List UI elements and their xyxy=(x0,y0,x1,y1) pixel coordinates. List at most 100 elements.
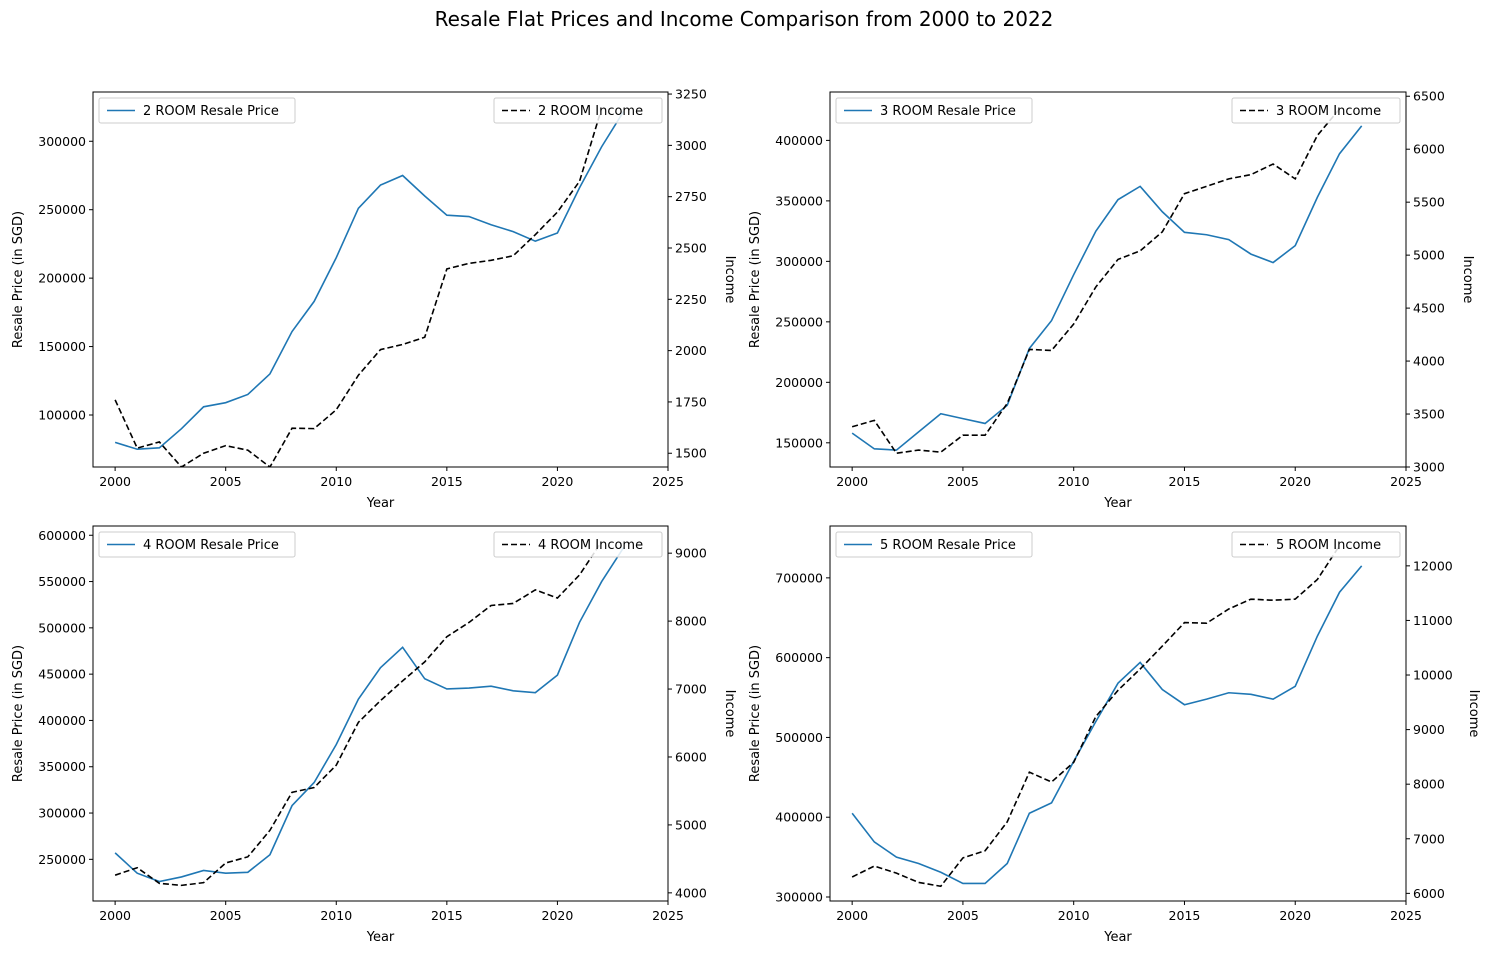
y-tick-label: 550000 xyxy=(38,574,86,589)
x-axis-label: Year xyxy=(1103,930,1132,945)
x-tick-label: 2020 xyxy=(542,474,574,489)
plot-frame xyxy=(92,91,669,468)
x-tick-label: 2010 xyxy=(1058,474,1090,489)
resale-price-line xyxy=(851,565,1363,885)
x-tick-label: 2015 xyxy=(1169,474,1201,489)
x-tick-label: 2005 xyxy=(210,908,242,923)
y-axis-label: Resale Price (in SGD) xyxy=(748,211,763,348)
y-tick-label: 400000 xyxy=(38,713,86,728)
x-tick-label: 2025 xyxy=(1390,474,1422,489)
legend-left: 5 ROOM Resale Price xyxy=(835,531,1033,558)
resale-price-line xyxy=(114,546,625,883)
y2-tick-label: 3250 xyxy=(675,87,707,102)
y-tick-label: 350000 xyxy=(38,759,86,774)
y2-tick-label: 5000 xyxy=(675,817,707,832)
subplot-2: 2000 2005 2010 2015 2020 2025 150000 200000 2500… xyxy=(748,89,1475,511)
y-tick-label: 450000 xyxy=(38,667,86,682)
y2-tick-label: 7000 xyxy=(1413,831,1445,846)
x-tick-label: 2010 xyxy=(1058,908,1090,923)
y2-tick-label: 6000 xyxy=(1413,142,1445,157)
legend-right: 3 ROOM Income xyxy=(1231,97,1401,124)
legend-income-label: 4 ROOM Income xyxy=(538,538,643,553)
y-tick-label: 700000 xyxy=(775,570,823,585)
legend-left: 4 ROOM Resale Price xyxy=(98,531,296,558)
y2-tick-label: 6000 xyxy=(675,749,707,764)
y-tick-label: 150000 xyxy=(775,435,823,450)
x-tick-label: 2005 xyxy=(947,474,979,489)
y-tick-label: 150000 xyxy=(38,339,86,354)
y-tick-label: 200000 xyxy=(775,375,823,390)
legend-box xyxy=(835,531,1033,558)
y-tick-label: 300000 xyxy=(775,254,823,269)
y-tick-label: 600000 xyxy=(38,528,86,543)
y2-axis-label: Income xyxy=(722,256,737,304)
x-tick-label: 2020 xyxy=(1279,474,1311,489)
y2-tick-label: 9000 xyxy=(675,546,707,561)
legend-left: 2 ROOM Resale Price xyxy=(98,97,296,124)
legend-income-label: 2 ROOM Income xyxy=(538,104,643,119)
x-tick-label: 2010 xyxy=(320,474,352,489)
x-tick-label: 2015 xyxy=(431,908,463,923)
legend-right: 5 ROOM Income xyxy=(1231,531,1401,558)
y2-tick-label: 7000 xyxy=(675,682,707,697)
legend-income-label: 3 ROOM Income xyxy=(1276,104,1381,119)
y2-tick-label: 4000 xyxy=(675,885,707,900)
x-tick-label: 2005 xyxy=(210,474,242,489)
x-axis-label: Year xyxy=(1103,496,1132,511)
y-tick-label: 300000 xyxy=(775,890,823,905)
y2-tick-label: 2000 xyxy=(675,343,707,358)
x-tick-label: 2020 xyxy=(1279,908,1311,923)
y-tick-label: 350000 xyxy=(775,193,823,208)
legend-income-label: 5 ROOM Income xyxy=(1276,538,1381,553)
y2-tick-label: 2250 xyxy=(675,292,707,307)
subplot-1: 2000 2005 2010 2015 2020 2025 100000 150000 2000… xyxy=(11,87,737,511)
income-line xyxy=(851,545,1341,888)
y2-tick-label: 6500 xyxy=(1413,89,1445,104)
legend-box xyxy=(493,531,663,558)
y2-tick-label: 6000 xyxy=(1413,886,1445,901)
x-tick-label: 2000 xyxy=(836,908,868,923)
figure-title: Resale Flat Prices and Income Comparison… xyxy=(435,7,1054,31)
y-axis-label: Resale Price (in SGD) xyxy=(11,645,26,782)
legend-price-label: 5 ROOM Resale Price xyxy=(880,538,1016,553)
y2-tick-label: 3000 xyxy=(1413,460,1445,475)
y2-tick-label: 3500 xyxy=(1413,407,1445,422)
y-tick-label: 600000 xyxy=(775,650,823,665)
y2-tick-label: 12000 xyxy=(1413,558,1453,573)
y-tick-label: 250000 xyxy=(775,314,823,329)
y-axis-label: Resale Price (in SGD) xyxy=(11,211,26,348)
income-line xyxy=(114,541,603,887)
x-tick-label: 2005 xyxy=(947,908,979,923)
x-axis-label: Year xyxy=(366,930,395,945)
y-axis-label: Resale Price (in SGD) xyxy=(748,645,763,782)
y2-tick-label: 4500 xyxy=(1413,301,1445,316)
y-tick-label: 250000 xyxy=(38,852,86,867)
y2-axis-label: Income xyxy=(722,690,737,738)
y-tick-label: 300000 xyxy=(38,806,86,821)
x-tick-label: 2000 xyxy=(99,474,131,489)
y2-tick-label: 10000 xyxy=(1413,668,1453,683)
legend-price-label: 2 ROOM Resale Price xyxy=(143,104,279,119)
y-tick-label: 400000 xyxy=(775,810,823,825)
x-tick-label: 2015 xyxy=(1169,908,1201,923)
y2-tick-label: 2750 xyxy=(675,189,707,204)
legend-box xyxy=(835,97,1033,124)
x-tick-label: 2025 xyxy=(1390,908,1422,923)
y2-tick-label: 3000 xyxy=(675,138,707,153)
y-tick-label: 500000 xyxy=(38,620,86,635)
y2-tick-label: 2500 xyxy=(675,240,707,255)
legend-left: 3 ROOM Resale Price xyxy=(835,97,1033,124)
y2-tick-label: 9000 xyxy=(1413,722,1445,737)
legend-right: 2 ROOM Income xyxy=(493,97,663,124)
resale-price-line xyxy=(114,110,625,451)
resale-price-line xyxy=(851,125,1363,451)
income-line xyxy=(851,108,1341,455)
y-tick-label: 100000 xyxy=(38,407,86,422)
subplot-3: 2000 2005 2010 2015 2020 2025 250000 300000 3500… xyxy=(11,525,737,945)
y2-axis-label: Income xyxy=(1466,690,1481,738)
y-tick-label: 300000 xyxy=(38,134,86,149)
y-tick-label: 250000 xyxy=(38,202,86,217)
y-tick-label: 400000 xyxy=(775,133,823,148)
plot-frame xyxy=(829,91,1407,468)
